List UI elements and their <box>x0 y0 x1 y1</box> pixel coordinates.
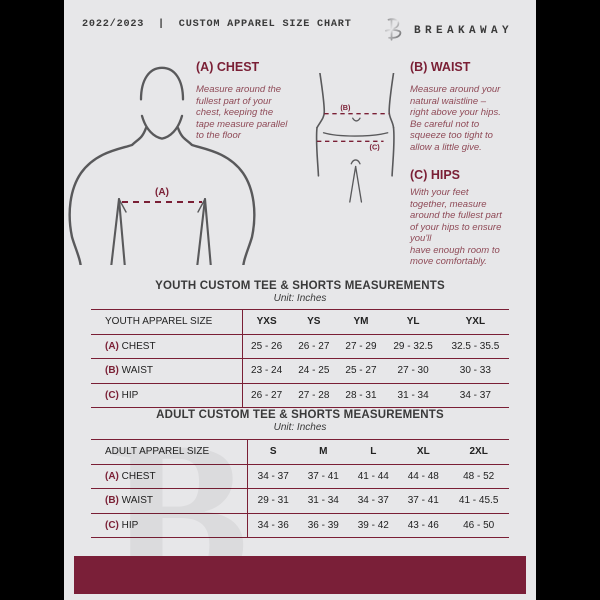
svg-text:(B): (B) <box>340 103 351 112</box>
svg-text:(A): (A) <box>155 187 169 198</box>
svg-text:(C): (C) <box>370 143 381 152</box>
